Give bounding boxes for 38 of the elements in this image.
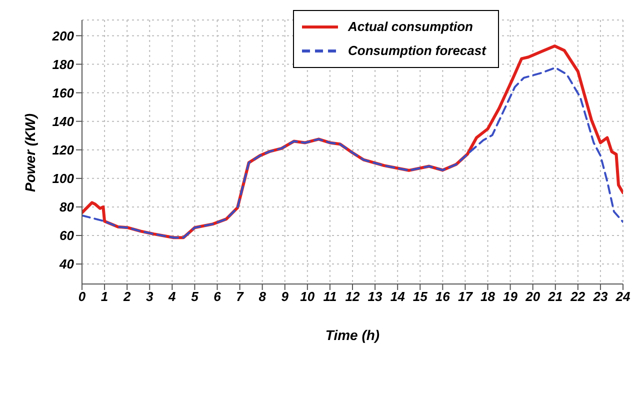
y-tick-label: 180	[52, 56, 75, 72]
y-tick-label: 160	[52, 85, 75, 100]
x-tick-label: 10	[300, 289, 316, 304]
x-tick-label: 0	[78, 289, 86, 304]
x-tick-label: 14	[390, 289, 406, 304]
x-tick-label: 16	[435, 289, 451, 304]
x-tick-label: 9	[281, 289, 290, 304]
x-tick-label: 18	[480, 289, 496, 304]
x-tick-label: 23	[592, 289, 608, 304]
y-tick-label: 120	[52, 142, 75, 158]
y-tick-label: 80	[60, 200, 75, 215]
legend-label: Consumption forecast	[348, 42, 486, 60]
x-tick-label: 13	[368, 289, 384, 304]
x-tick-label: 7	[236, 289, 244, 304]
x-tick-label: 19	[503, 289, 518, 304]
x-tick-label: 20	[524, 289, 541, 304]
y-tick-label: 200	[51, 28, 75, 44]
y-tick-label: 100	[52, 171, 75, 186]
x-tick-label: 4	[168, 289, 177, 304]
x-tick-label: 21	[547, 289, 563, 304]
x-tick-label: 6	[214, 289, 222, 304]
x-tick-label: 15	[412, 289, 428, 304]
y-axis-title: Power (KW)	[22, 113, 38, 192]
x-tick-label: 17	[458, 289, 474, 304]
y-tick-label: 40	[58, 256, 75, 272]
legend-label: Actual consumption	[348, 18, 473, 36]
x-tick-label: 12	[345, 289, 360, 304]
x-tick-label: 8	[258, 289, 267, 304]
x-tick-label: 1	[100, 289, 108, 304]
x-tick-label: 22	[570, 289, 586, 304]
x-axis-title: Time (h)	[325, 327, 380, 343]
x-tick-label: 24	[614, 289, 631, 304]
y-tick-label: 140	[52, 114, 75, 129]
x-tick-label: 3	[146, 289, 154, 304]
y-tick-label: 60	[60, 228, 75, 244]
x-tick-label: 11	[323, 289, 337, 304]
x-tick-label: 2	[122, 289, 132, 304]
x-tick-label: 5	[191, 289, 200, 304]
